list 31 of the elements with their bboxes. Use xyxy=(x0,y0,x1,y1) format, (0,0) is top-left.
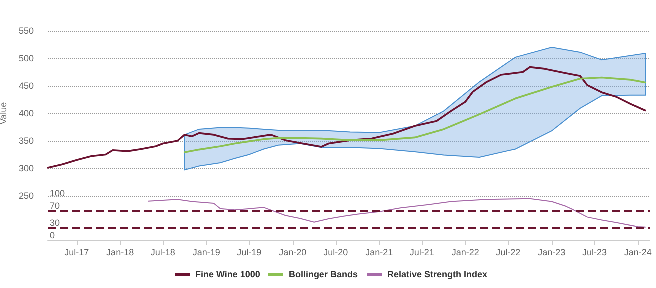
x-tick-label: Jul-20 xyxy=(324,248,348,258)
y-tick-label: 350 xyxy=(18,136,34,146)
x-tick-label: Jan-22 xyxy=(452,248,480,258)
x-tick-label: Jul-19 xyxy=(237,248,262,258)
y-tick-label: 550 xyxy=(18,26,34,36)
y-tick-label: 0 xyxy=(50,230,56,240)
x-tick-label: Jul-22 xyxy=(496,248,521,258)
x-tick-label: Jan-24 xyxy=(624,248,652,258)
y-tick-label: 70 xyxy=(50,201,60,212)
legend-label: Bollinger Bands xyxy=(288,270,358,280)
legend-label: Fine Wine 1000 xyxy=(196,270,260,280)
x-tick-label: Jan-19 xyxy=(192,248,220,258)
y-tick-label: 400 xyxy=(18,108,34,118)
x-tick-label: Jan-21 xyxy=(366,248,394,258)
x-tick-label: Jan-18 xyxy=(106,248,134,258)
x-tick-label: Jan-20 xyxy=(279,248,307,258)
y-axis-title: Value xyxy=(0,102,9,125)
y-tick-label: 250 xyxy=(18,191,34,201)
legend-label: Relative Strength Index xyxy=(388,270,488,280)
x-tick-label: Jan-23 xyxy=(538,248,566,258)
y-tick-label: 300 xyxy=(18,164,34,174)
y-tick-label: 450 xyxy=(18,81,34,91)
x-tick-label: Jul-21 xyxy=(410,248,434,258)
line-series xyxy=(47,66,646,169)
x-tick-label: Jul-23 xyxy=(582,248,607,258)
x-tick-label: Jul-18 xyxy=(150,248,176,258)
x-tick-label: Jul-17 xyxy=(64,248,90,258)
y-tick-label: 500 xyxy=(18,54,34,64)
line-series xyxy=(184,76,646,154)
y-tick-label: 30 xyxy=(50,218,60,228)
y-tick-label: 100 xyxy=(50,188,66,198)
